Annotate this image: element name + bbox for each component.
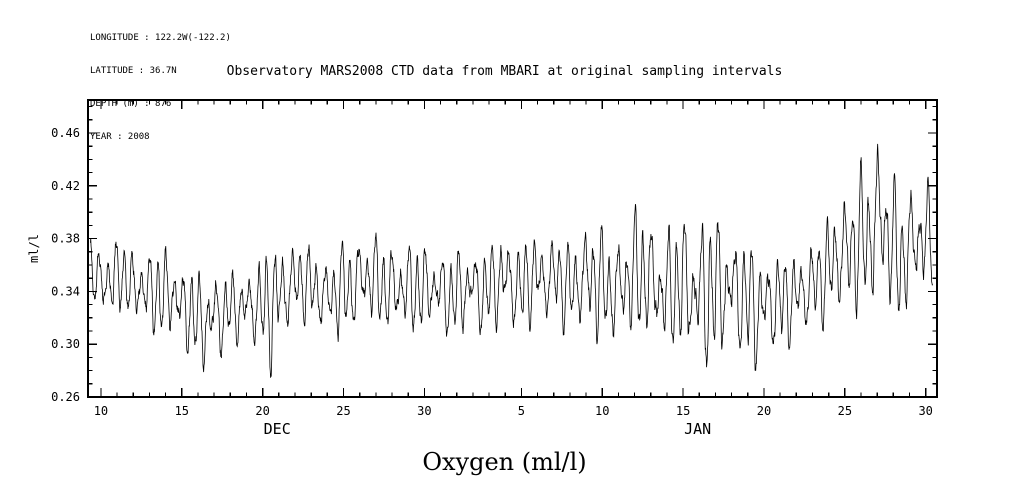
station-metadata: LONGITUDE : 122.2W(-122.2) LATITUDE : 36… [90,11,231,165]
x-tick-label: 20 [757,404,771,418]
y-tick-label: 0.30 [51,337,80,351]
oxygen-line [90,143,934,378]
metadata-depth: DEPTH (m) : 876 [90,99,172,109]
y-tick-label: 0.38 [51,232,80,246]
x-tick-label: 30 [918,404,932,418]
metadata-longitude: LONGITUDE : 122.2W(-122.2) [90,33,231,43]
x-tick-label: 15 [175,404,189,418]
metadata-year: YEAR : 2008 [90,132,150,142]
y-tick-label: 0.46 [51,126,80,140]
y-axis-label: ml/l [27,234,41,263]
x-tick-label: 30 [417,404,431,418]
x-tick-label: 25 [838,404,852,418]
x-tick-label: 15 [676,404,690,418]
month-label: DEC [264,420,291,438]
plot-frame [87,99,938,398]
metadata-latitude: LATITUDE : 36.7N [90,66,177,76]
plot-title: Observatory MARS2008 CTD data from MBARI… [226,64,783,79]
x-tick-label: 10 [94,404,108,418]
month-label: JAN [684,420,711,438]
variable-label: Oxygen (ml/l) [422,448,587,476]
x-tick-label: 20 [255,404,269,418]
x-tick-label: 25 [336,404,350,418]
x-tick-label: 5 [518,404,525,418]
y-tick-label: 0.26 [51,390,80,404]
y-tick-label: 0.34 [51,284,80,298]
y-tick-label: 0.42 [51,179,80,193]
x-tick-label: 10 [595,404,609,418]
